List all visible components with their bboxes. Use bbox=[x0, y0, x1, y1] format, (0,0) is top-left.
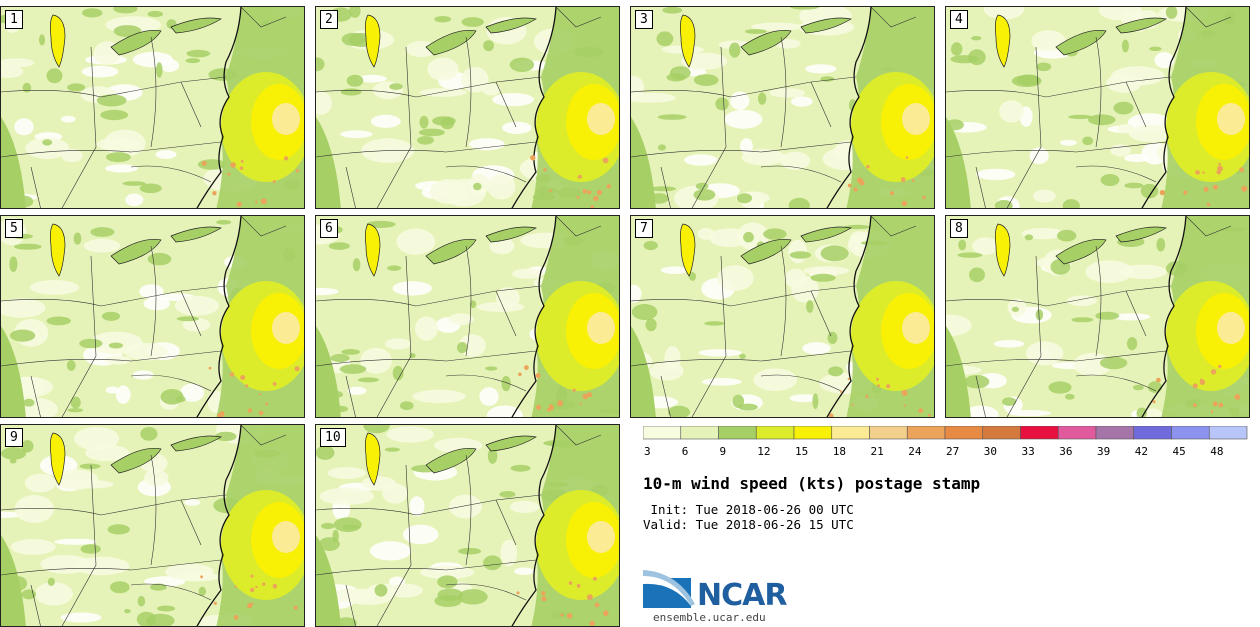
colorbar-swatch bbox=[1171, 426, 1210, 440]
colorbar-swatch bbox=[793, 426, 833, 440]
map-panel-8: 8 bbox=[945, 215, 1250, 418]
colorbar-swatch bbox=[1208, 426, 1248, 440]
colorbar-tick-label: 18 bbox=[833, 445, 846, 456]
map-panel-5: 5 bbox=[0, 215, 305, 418]
colorbar-tick-label: 6 bbox=[682, 445, 689, 456]
valid-time: Valid: Tue 2018-06-26 15 UTC bbox=[643, 517, 854, 532]
colorbar-swatch bbox=[1133, 426, 1172, 440]
colorbar-tick-label: 15 bbox=[795, 445, 808, 456]
map-panel-6: 6 bbox=[315, 215, 620, 418]
colorbar-swatch bbox=[982, 426, 1021, 440]
panel-number: 2 bbox=[320, 10, 338, 29]
wind-speed-map bbox=[946, 7, 1249, 208]
colorbar-tick-label: 21 bbox=[871, 445, 884, 456]
wind-speed-map bbox=[1, 425, 304, 626]
colorbar-swatch bbox=[1057, 426, 1097, 440]
colorbar-tick-label: 30 bbox=[984, 445, 997, 456]
map-panel-9: 9 bbox=[0, 424, 305, 627]
panel-number: 1 bbox=[5, 10, 23, 29]
colorbar-swatch bbox=[1095, 426, 1135, 440]
colorbar-tick-label: 27 bbox=[946, 445, 959, 456]
colorbar-tick-label: 48 bbox=[1210, 445, 1223, 456]
wind-speed-map bbox=[1, 7, 304, 208]
panel-number: 3 bbox=[635, 10, 653, 29]
colorbar-swatch bbox=[718, 426, 757, 440]
colorbar-tick-label: 45 bbox=[1173, 445, 1186, 456]
wind-speed-map bbox=[946, 216, 1249, 417]
panel-number: 8 bbox=[950, 219, 968, 238]
panel-number: 7 bbox=[635, 219, 653, 238]
colorbar-tick-label: 42 bbox=[1135, 445, 1148, 456]
map-panel-10: 10 bbox=[315, 424, 620, 627]
colorbar-tick-label: 9 bbox=[720, 445, 727, 456]
colorbar-swatch bbox=[944, 426, 984, 440]
panel-number: 6 bbox=[320, 219, 338, 238]
panel-number: 4 bbox=[950, 10, 968, 29]
map-panel-1: 1 bbox=[0, 6, 305, 209]
wind-speed-map bbox=[631, 7, 934, 208]
colorbar-tick-label: 3 bbox=[644, 445, 651, 456]
colorbar-tick-label: 36 bbox=[1059, 445, 1072, 456]
colorbar-tick-label: 39 bbox=[1097, 445, 1110, 456]
colorbar-swatch bbox=[906, 426, 946, 440]
map-panel-4: 4 bbox=[945, 6, 1250, 209]
panel-number: 10 bbox=[320, 428, 346, 447]
colorbar-legend: 3 6 9 12 15 18 21 24 27 30 33 36 39 42 45 48 bbox=[643, 426, 1248, 456]
map-panel-3: 3 bbox=[630, 6, 935, 209]
ncar-wordmark: NCAR bbox=[697, 578, 787, 613]
panel-number: 5 bbox=[5, 219, 23, 238]
ensemble-url: ensemble.ucar.edu bbox=[653, 611, 766, 624]
colorbar-swatch bbox=[831, 426, 870, 440]
chart-title: 10-m wind speed (kts) postage stamp bbox=[643, 474, 981, 493]
init-time: Init: Tue 2018-06-26 00 UTC bbox=[643, 502, 854, 517]
wind-speed-map bbox=[631, 216, 934, 417]
ncar-logo-icon bbox=[643, 570, 695, 608]
map-panel-2: 2 bbox=[315, 6, 620, 209]
colorbar-tick-label: 12 bbox=[757, 445, 770, 456]
map-panel-7: 7 bbox=[630, 215, 935, 418]
colorbar-swatch bbox=[755, 426, 795, 440]
colorbar-swatch bbox=[643, 426, 682, 440]
colorbar-swatch bbox=[869, 426, 908, 440]
panel-number: 9 bbox=[5, 428, 23, 447]
colorbar-tick-label: 24 bbox=[908, 445, 922, 456]
wind-speed-map bbox=[316, 425, 619, 626]
wind-speed-map bbox=[316, 216, 619, 417]
colorbar-tick-label: 33 bbox=[1022, 445, 1035, 456]
colorbar-swatch bbox=[680, 426, 719, 440]
wind-speed-map bbox=[316, 7, 619, 208]
wind-speed-map bbox=[1, 216, 304, 417]
colorbar-swatch bbox=[1020, 426, 1059, 440]
